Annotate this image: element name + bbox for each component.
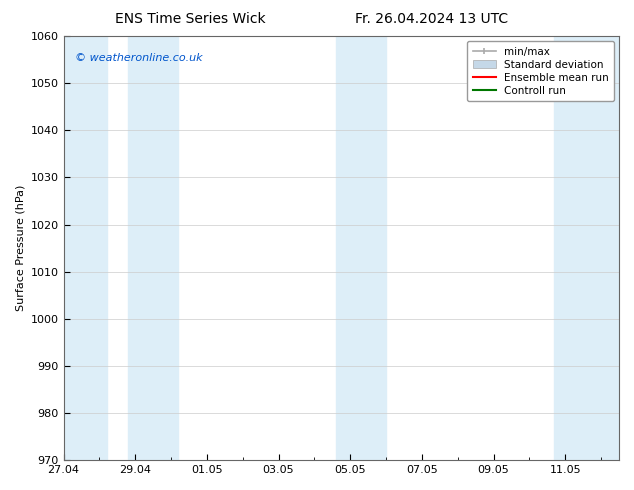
Bar <box>555 36 619 460</box>
Bar <box>128 36 178 460</box>
Text: © weatheronline.co.uk: © weatheronline.co.uk <box>75 53 202 63</box>
Text: Fr. 26.04.2024 13 UTC: Fr. 26.04.2024 13 UTC <box>354 12 508 26</box>
Bar <box>63 36 107 460</box>
Text: ENS Time Series Wick: ENS Time Series Wick <box>115 12 266 26</box>
Legend: min/max, Standard deviation, Ensemble mean run, Controll run: min/max, Standard deviation, Ensemble me… <box>467 41 614 101</box>
Bar <box>336 36 386 460</box>
Y-axis label: Surface Pressure (hPa): Surface Pressure (hPa) <box>15 185 25 311</box>
